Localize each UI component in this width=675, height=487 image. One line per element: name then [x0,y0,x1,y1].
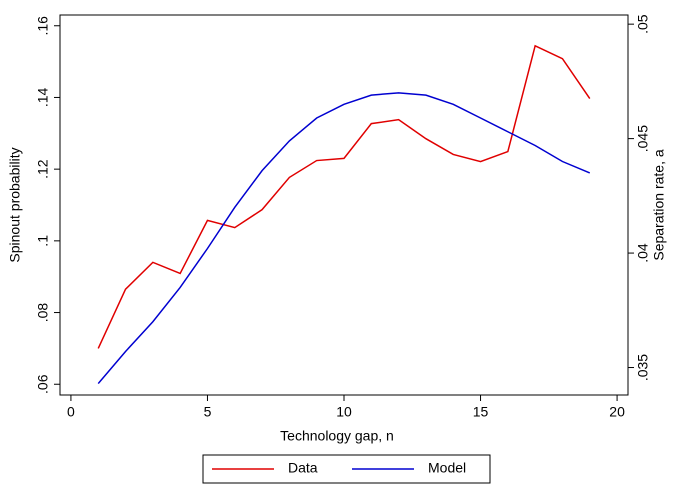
y-axis-label: Spinout probability [7,147,23,262]
y2-tick-label: .045 [635,125,651,152]
x-tick-label: 20 [609,404,625,420]
x-tick-label: 5 [204,404,212,420]
plot-frame [59,14,629,396]
x-tick-label: 15 [473,404,489,420]
legend-label: Model [428,460,466,476]
y-tick-label: .1 [35,235,51,247]
y2-tick-label: .05 [635,14,651,34]
x-tick-label: 10 [336,404,352,420]
y-tick-label: .06 [35,374,51,394]
series-line [97,44,591,349]
x-axis-label: Technology gap, n [280,428,394,444]
y2-tick-label: .035 [635,354,651,381]
y-tick-label: .16 [35,16,51,36]
y-tick-label: .12 [35,159,51,179]
y-tick-label: .08 [35,303,51,323]
series-line [97,92,591,385]
x-tick-label: 0 [67,404,75,420]
y2-axis-label: Separation rate, a [651,149,667,261]
y2-tick-label: .04 [635,243,651,263]
y-tick-label: .14 [35,88,51,108]
legend-label: Data [288,460,318,476]
